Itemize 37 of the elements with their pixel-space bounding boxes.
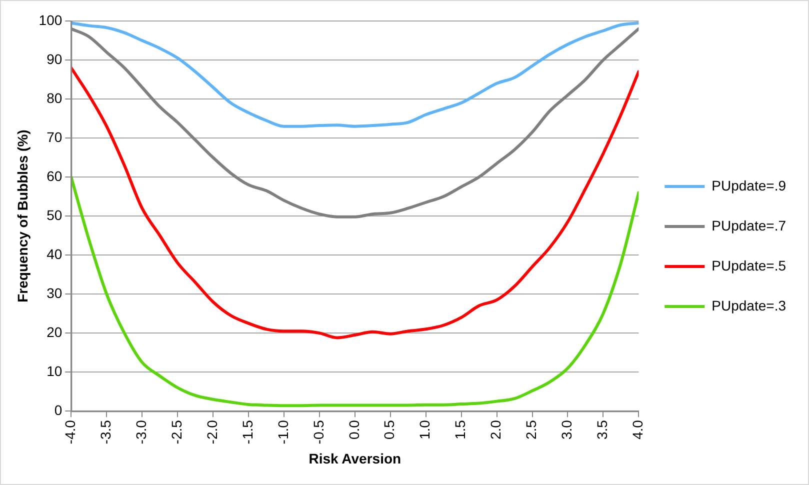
legend-label: PUpdate=.7 <box>712 217 786 234</box>
y-tick-label: 20 <box>46 324 62 340</box>
x-tick-label: -2.5 <box>168 420 184 444</box>
x-tick-label: -2.0 <box>204 420 220 444</box>
x-tick-label: 0.5 <box>381 420 398 440</box>
y-tick-label: 70 <box>46 128 62 145</box>
y-tick-label: 80 <box>46 90 62 106</box>
legend-label: PUpdate=.9 <box>712 177 786 194</box>
x-tick-label: -4.0 <box>62 420 78 444</box>
y-tick-label: 30 <box>46 284 62 301</box>
y-tick-label: 0 <box>54 402 62 418</box>
line-series <box>71 66 639 340</box>
y-tick-label: 40 <box>46 246 62 262</box>
y-axis-title: Frequency of Bubbles (%) <box>14 130 30 302</box>
x-tick-label: 3.5 <box>594 420 610 440</box>
x-tick-label: 2.0 <box>488 420 504 440</box>
y-tick-label: 100 <box>38 12 62 28</box>
y-tick-label: 90 <box>46 50 62 67</box>
x-tick-label: 3.0 <box>558 420 575 440</box>
x-axis-title: Risk Aversion <box>308 450 402 466</box>
x-tick-label: -3.5 <box>97 420 114 444</box>
x-tick-label: -1.0 <box>274 420 291 444</box>
x-tick-label: 2.5 <box>523 420 540 440</box>
y-tick-label: 50 <box>46 206 62 223</box>
y-tick-label: 60 <box>46 168 62 184</box>
x-tick-label: 1.0 <box>416 420 433 440</box>
x-tick-label: -1.5 <box>239 420 256 444</box>
x-tick-label: 0.0 <box>346 420 362 440</box>
legend-label: PUpdate=.3 <box>712 297 786 314</box>
x-tick-label: -0.5 <box>310 420 326 444</box>
legend-label: PUpdate=.5 <box>712 257 786 274</box>
x-tick-label: 1.5 <box>452 420 468 440</box>
x-tick-label: -3.0 <box>132 420 149 444</box>
y-tick-label: 10 <box>46 362 62 379</box>
x-tick-label: 4.0 <box>630 420 646 440</box>
line-series <box>71 176 639 408</box>
line-series <box>71 21 639 128</box>
